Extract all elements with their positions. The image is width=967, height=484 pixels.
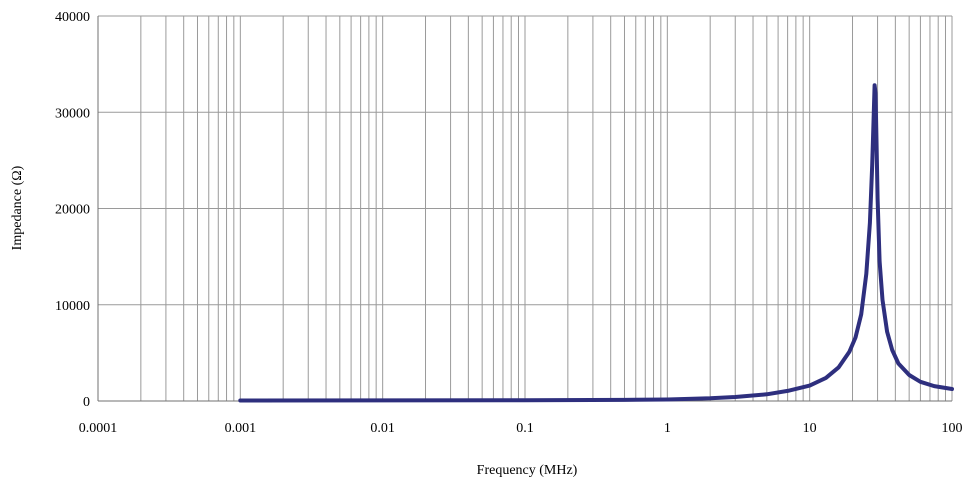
impedance-series-line	[238, 83, 954, 403]
y-axis-title: Impedance (Ω)	[10, 165, 25, 250]
y-tick-label: 30000	[55, 106, 90, 121]
x-axis-title: Frequency (MHz)	[477, 463, 578, 478]
x-tick-label: 0.001	[225, 421, 257, 436]
y-tick-label: 10000	[55, 299, 90, 314]
y-tick-label: 40000	[55, 10, 90, 25]
x-tick-label: 0.01	[370, 421, 395, 436]
tick-labels: 0.0001 0.001 0.01 0.1 1 10 100 0 10000 20000 30000…	[55, 10, 963, 436]
x-tick-label: 0.1	[516, 421, 534, 436]
x-tick-label: 0.0001	[79, 421, 118, 436]
chart-grid	[97, 15, 953, 402]
x-tick-label: 100	[942, 421, 963, 436]
y-tick-label: 20000	[55, 203, 90, 218]
x-tick-label: 1	[664, 421, 671, 436]
x-tick-label: 10	[803, 421, 817, 436]
y-tick-label: 0	[83, 395, 90, 410]
